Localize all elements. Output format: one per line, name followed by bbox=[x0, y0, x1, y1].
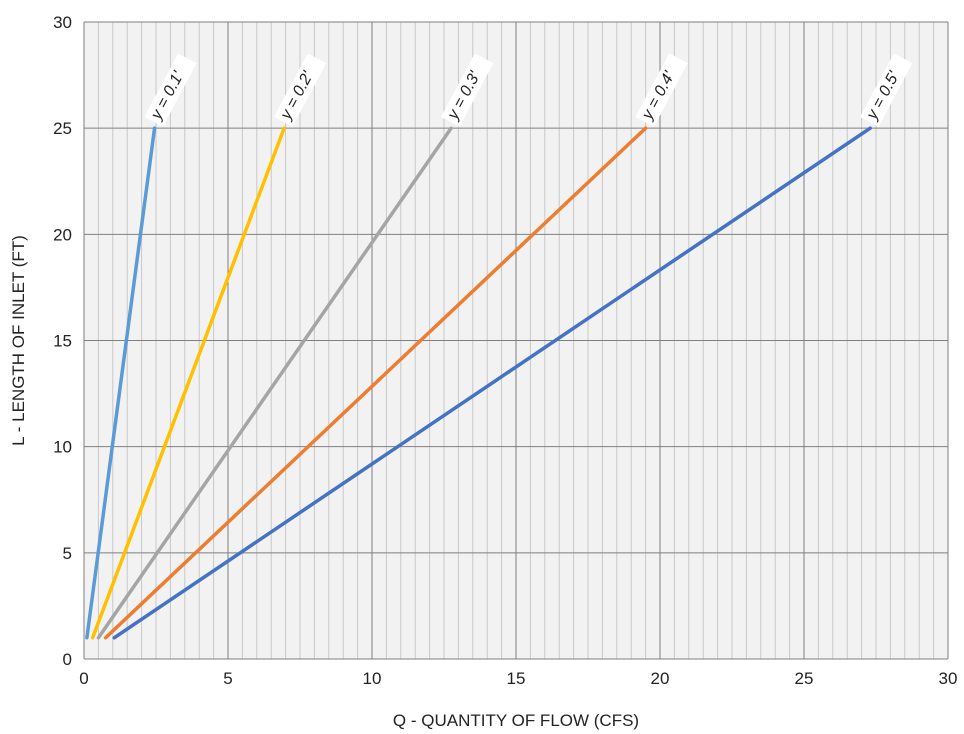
major-gridlines bbox=[83, 21, 949, 660]
series-label-background bbox=[273, 53, 327, 127]
series-label-background bbox=[144, 53, 197, 127]
x-tick-label: 10 bbox=[363, 669, 382, 688]
y-axis-title: L - LENGTH OF INLET (FT) bbox=[9, 235, 28, 446]
y-tick-labels: 0 5 10 15 20 25 30 bbox=[53, 13, 72, 669]
series-line-1 bbox=[85, 126, 157, 640]
y-tick-label: 25 bbox=[53, 119, 72, 138]
x-axis-title: Q - QUANTITY OF FLOW (CFS) bbox=[393, 711, 639, 730]
x-tick-label: 30 bbox=[939, 669, 958, 688]
series-line-3 bbox=[96, 126, 453, 640]
y-tick-label: 30 bbox=[53, 13, 72, 32]
series-lines bbox=[85, 126, 872, 640]
x-tick-label: 5 bbox=[223, 669, 232, 688]
y-tick-label: 20 bbox=[53, 225, 72, 244]
series-line-2 bbox=[90, 126, 286, 640]
y-tick-label: 0 bbox=[63, 650, 72, 669]
series-label-background bbox=[441, 53, 494, 127]
series-label-background bbox=[635, 53, 688, 127]
x-tick-label: 0 bbox=[79, 669, 88, 688]
y-tick-label: 5 bbox=[63, 544, 72, 563]
y-tick-label: 15 bbox=[53, 332, 72, 351]
series-line-4 bbox=[103, 126, 648, 640]
x-tick-labels: 0 5 10 15 20 25 30 bbox=[79, 669, 957, 688]
series-line-5 bbox=[112, 126, 872, 640]
x-tick-label: 15 bbox=[507, 669, 526, 688]
x-tick-label: 20 bbox=[651, 669, 670, 688]
series-label-background bbox=[860, 53, 913, 127]
x-tick-label: 25 bbox=[795, 669, 814, 688]
y-tick-label: 10 bbox=[53, 438, 72, 457]
